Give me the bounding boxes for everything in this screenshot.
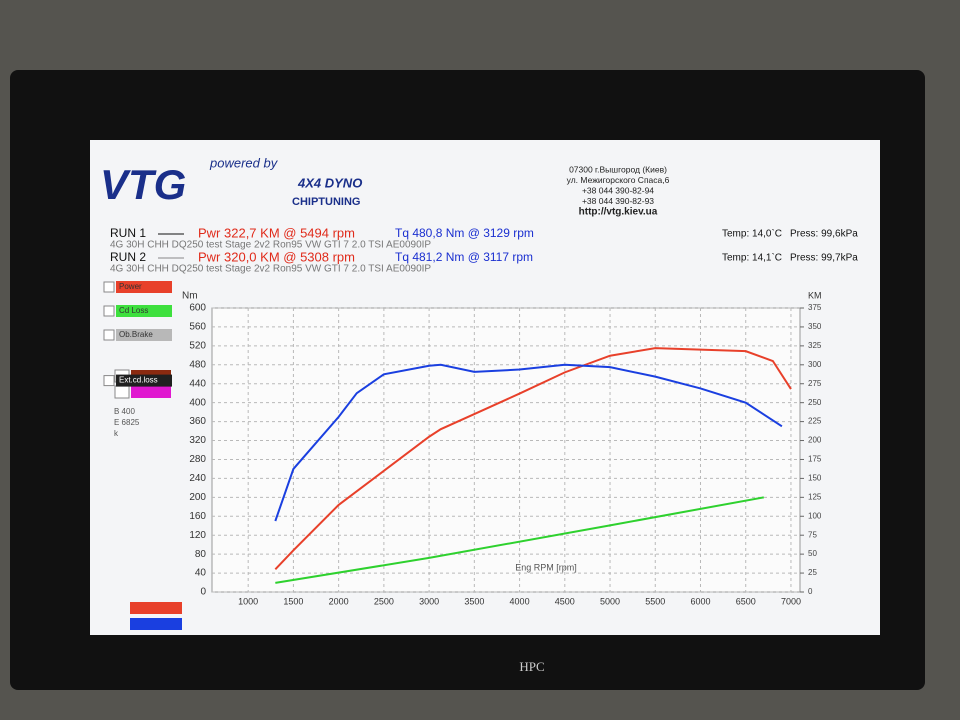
run-power: Pwr 320,0 KM @ 5308 rpm bbox=[198, 249, 355, 264]
product: 4X4 DYNO bbox=[297, 175, 362, 190]
address-line: 07300 г.Вышгород (Киев) bbox=[569, 164, 667, 174]
legend-swatch bbox=[116, 305, 172, 317]
x-tick-label: 7000 bbox=[781, 596, 801, 606]
legend-swatch bbox=[116, 329, 172, 341]
y-tick-label: 40 bbox=[195, 568, 207, 579]
y2-tick-label: 150 bbox=[808, 474, 822, 483]
y-tick-label: 240 bbox=[189, 473, 206, 484]
y-tick-label: 400 bbox=[189, 397, 206, 408]
y-tick-label: 280 bbox=[189, 454, 206, 465]
y-tick-label: 560 bbox=[189, 322, 206, 333]
y2-axis-label: KM bbox=[808, 290, 822, 300]
x-tick-label: 3000 bbox=[419, 596, 439, 606]
y2-tick-label: 125 bbox=[808, 492, 822, 501]
run-torque: Tq 480,8 Nm @ 3129 rpm bbox=[395, 226, 534, 240]
run-temp: Temp: 14,1`C bbox=[722, 252, 782, 264]
y2-tick-label: 250 bbox=[808, 398, 822, 407]
run-info: 4G 30H CHH DQ250 test Stage 2v2 Ron95 VW… bbox=[110, 240, 431, 251]
x-tick-label: 4500 bbox=[555, 596, 575, 606]
series-line bbox=[274, 347, 792, 570]
y2-tick-label: 300 bbox=[808, 360, 822, 369]
legend-label: Cd Loss bbox=[119, 306, 148, 315]
run-press: Press: 99,7kPa bbox=[790, 253, 858, 264]
run-name: RUN 2 bbox=[110, 250, 146, 264]
panel-note: E 6825 bbox=[114, 418, 140, 427]
y2-tick-label: 25 bbox=[808, 568, 817, 577]
panel-note: B 400 bbox=[114, 407, 135, 416]
x-tick-label: 4000 bbox=[510, 596, 530, 606]
legend-swatch bbox=[116, 374, 172, 387]
run-temp: Temp: 14,0`C bbox=[722, 228, 782, 240]
y-tick-label: 320 bbox=[189, 435, 206, 446]
panel-note: k bbox=[114, 429, 119, 438]
tagline: powered by bbox=[209, 155, 279, 170]
address-line: http://vtg.kiev.ua bbox=[579, 207, 658, 218]
address-line: +38 044 390-82-94 bbox=[582, 185, 654, 195]
run-power: Pwr 322,7 KM @ 5494 rpm bbox=[198, 225, 355, 240]
brand: HPC bbox=[519, 659, 544, 674]
run-swatch bbox=[130, 618, 182, 630]
x-tick-label: 1500 bbox=[283, 596, 303, 606]
run-torque: Tq 481,2 Nm @ 3117 rpm bbox=[395, 250, 533, 264]
run-swatch bbox=[130, 602, 182, 614]
x-tick-label: 6000 bbox=[690, 596, 710, 606]
address-line: ул. Межигорского Спаса,6 bbox=[567, 175, 670, 185]
x-tick-label: 2000 bbox=[329, 596, 349, 606]
x-tick-label: 5000 bbox=[600, 596, 620, 606]
legend-swatch bbox=[131, 386, 171, 398]
y2-tick-label: 100 bbox=[808, 511, 822, 520]
x-tick-label: 2500 bbox=[374, 596, 394, 606]
checkbox[interactable] bbox=[103, 281, 115, 293]
x-tick-label: 6500 bbox=[736, 596, 756, 606]
run-name: RUN 1 bbox=[110, 226, 146, 240]
logo: VTG bbox=[100, 161, 186, 208]
y2-tick-label: 75 bbox=[808, 530, 817, 539]
y-tick-label: 0 bbox=[200, 587, 206, 598]
y2-tick-label: 275 bbox=[808, 379, 822, 388]
y2-tick-label: 350 bbox=[808, 322, 822, 331]
y2-tick-label: 175 bbox=[808, 455, 822, 464]
checkbox[interactable] bbox=[114, 385, 130, 399]
run-info: 4G 30H CHH DQ250 test Stage 2v2 Ron95 VW… bbox=[110, 264, 431, 275]
y-tick-label: 200 bbox=[189, 492, 206, 503]
y-tick-label: 120 bbox=[189, 530, 206, 541]
checkbox[interactable] bbox=[103, 375, 115, 387]
x-tick-label: 3500 bbox=[464, 596, 484, 606]
run-press: Press: 99,6kPa bbox=[790, 229, 858, 240]
address-line: +38 044 390-82-93 bbox=[582, 196, 654, 206]
legend-swatch bbox=[116, 281, 172, 293]
x-tick-label: 5500 bbox=[645, 596, 665, 606]
checkbox[interactable] bbox=[103, 329, 115, 341]
x-axis-label: Eng RPM [rpm] bbox=[515, 562, 577, 572]
checkbox[interactable] bbox=[103, 305, 115, 317]
series-line bbox=[275, 496, 764, 584]
y-axis-label: Nm bbox=[182, 291, 198, 302]
service: CHIPTUNING bbox=[292, 196, 360, 208]
y2-tick-label: 50 bbox=[808, 549, 817, 558]
series-line bbox=[274, 363, 783, 522]
y2-tick-label: 225 bbox=[808, 417, 822, 426]
y2-tick-label: 0 bbox=[808, 587, 813, 596]
y2-tick-label: 200 bbox=[808, 436, 822, 445]
y-tick-label: 520 bbox=[189, 341, 206, 352]
y2-tick-label: 325 bbox=[808, 341, 822, 350]
y-tick-label: 160 bbox=[189, 511, 206, 522]
y-tick-label: 80 bbox=[195, 549, 207, 560]
y-tick-label: 600 bbox=[189, 303, 206, 314]
y-tick-label: 480 bbox=[189, 359, 206, 370]
legend-label: Ob.Brake bbox=[119, 330, 153, 339]
legend-label: Ext.cd.loss bbox=[119, 376, 158, 385]
y2-tick-label: 375 bbox=[808, 303, 822, 312]
y-tick-label: 440 bbox=[189, 378, 206, 389]
x-tick-label: 1000 bbox=[238, 596, 258, 606]
y-tick-label: 360 bbox=[189, 416, 206, 427]
legend-label: Power bbox=[119, 282, 142, 291]
